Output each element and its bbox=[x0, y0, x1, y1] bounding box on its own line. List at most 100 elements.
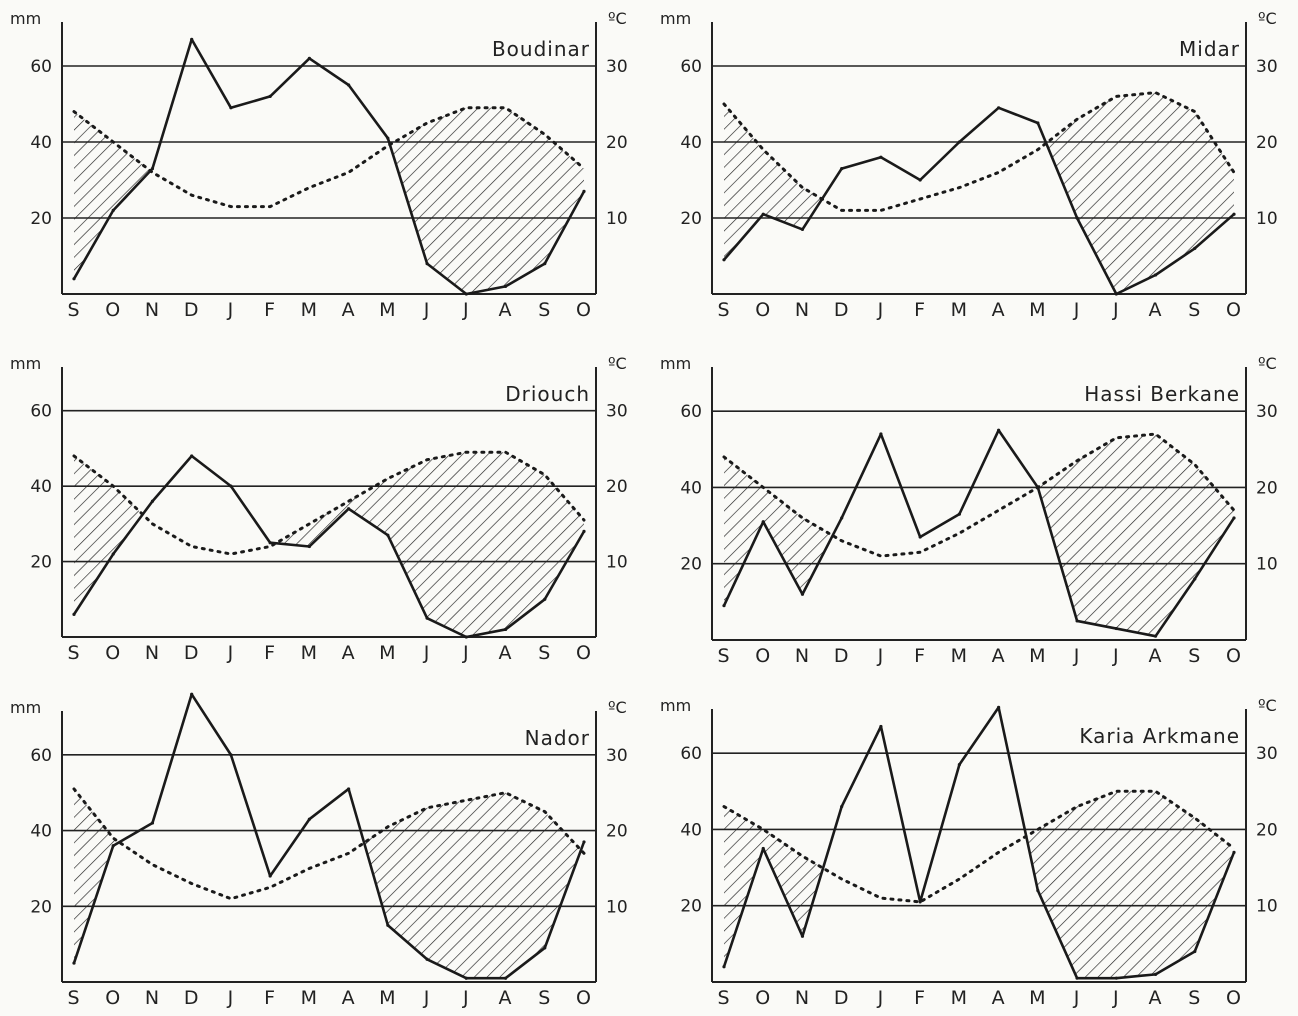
y-left-unit-label: mm bbox=[660, 9, 691, 28]
dry-season-hatching bbox=[724, 457, 833, 606]
y-right-tick-label: 20 bbox=[606, 133, 628, 153]
month-label: O bbox=[576, 299, 592, 321]
precipitation-point bbox=[1036, 121, 1039, 124]
precipitation-point bbox=[190, 693, 193, 696]
precipitation-point bbox=[465, 977, 468, 980]
y-right-tick-label: 30 bbox=[606, 57, 628, 77]
station-name: Karia Arkmane bbox=[1079, 724, 1240, 748]
month-label: F bbox=[264, 987, 276, 1009]
y-right-unit-label: ºC bbox=[608, 698, 627, 717]
precipitation-point bbox=[1193, 247, 1196, 250]
station-name: Nador bbox=[525, 726, 590, 750]
month-label: J bbox=[1112, 987, 1120, 1009]
month-label: F bbox=[264, 299, 276, 321]
dry-season-hatching bbox=[1046, 93, 1234, 294]
dry-season-hatching bbox=[1038, 434, 1234, 636]
precipitation-point bbox=[958, 513, 961, 516]
y-right-tick-label: 30 bbox=[606, 746, 628, 766]
precipitation-point bbox=[543, 262, 546, 265]
y-left-tick-label: 60 bbox=[680, 57, 702, 77]
y-left-tick-label: 20 bbox=[30, 209, 52, 229]
precipitation-point bbox=[151, 500, 154, 503]
y-left-tick-label: 40 bbox=[680, 133, 702, 153]
dry-season-hatching bbox=[390, 108, 584, 294]
precipitation-point bbox=[229, 753, 232, 756]
precipitation-point bbox=[465, 635, 468, 638]
month-label: A bbox=[342, 642, 356, 664]
precipitation-point bbox=[582, 190, 585, 193]
y-left-tick-label: 60 bbox=[680, 402, 702, 422]
month-label: F bbox=[264, 642, 276, 664]
precipitation-point bbox=[151, 821, 154, 824]
month-label: A bbox=[342, 299, 356, 321]
month-label: M bbox=[951, 299, 968, 321]
precipitation-point bbox=[308, 818, 311, 821]
precipitation-point bbox=[72, 961, 75, 964]
y-right-unit-label: ºC bbox=[608, 354, 627, 373]
month-label: A bbox=[992, 299, 1006, 321]
month-label: J bbox=[227, 299, 235, 321]
precipitation-point bbox=[1154, 973, 1157, 976]
y-left-tick-label: 60 bbox=[30, 746, 52, 766]
precipitation-point bbox=[762, 847, 765, 850]
month-label: F bbox=[914, 299, 926, 321]
y-right-tick-label: 30 bbox=[1256, 402, 1278, 422]
precipitation-point bbox=[229, 106, 232, 109]
precipitation-point bbox=[1115, 292, 1118, 295]
month-label: J bbox=[227, 642, 235, 664]
month-label: M bbox=[379, 299, 396, 321]
month-label: J bbox=[423, 987, 431, 1009]
precipitation-point bbox=[425, 958, 428, 961]
station-name: Driouch bbox=[505, 382, 590, 406]
y-left-tick-label: 20 bbox=[30, 897, 52, 917]
y-left-tick-label: 20 bbox=[680, 897, 702, 917]
dry-season-hatching bbox=[276, 452, 584, 637]
month-label: A bbox=[1149, 299, 1163, 321]
y-right-tick-label: 20 bbox=[606, 822, 628, 842]
precipitation-point bbox=[997, 706, 1000, 709]
precipitation-point bbox=[1075, 619, 1078, 622]
y-right-tick-label: 30 bbox=[606, 402, 628, 422]
month-label: A bbox=[342, 987, 356, 1009]
precipitation-point bbox=[543, 598, 546, 601]
y-right-tick-label: 10 bbox=[606, 897, 628, 917]
precipitation-point bbox=[190, 38, 193, 41]
precipitation-point bbox=[1232, 213, 1235, 216]
precipitation-point bbox=[504, 628, 507, 631]
month-label: M bbox=[1029, 987, 1046, 1009]
precipitation-point bbox=[879, 156, 882, 159]
station-name: Hassi Berkane bbox=[1084, 382, 1240, 406]
month-label: O bbox=[1226, 299, 1242, 321]
month-label: N bbox=[795, 299, 810, 321]
precipitation-point bbox=[1036, 889, 1039, 892]
precipitation-point bbox=[879, 725, 882, 728]
precipitation-point bbox=[1154, 635, 1157, 638]
month-label: J bbox=[462, 642, 470, 664]
month-label: S bbox=[717, 645, 730, 667]
month-label: S bbox=[67, 987, 80, 1009]
month-label: S bbox=[1188, 987, 1201, 1009]
month-label: M bbox=[379, 987, 396, 1009]
dry-season-hatching bbox=[74, 789, 119, 963]
precipitation-point bbox=[840, 167, 843, 170]
month-label: S bbox=[717, 987, 730, 1009]
month-label: A bbox=[992, 987, 1006, 1009]
month-label: S bbox=[538, 987, 551, 1009]
month-label: J bbox=[423, 299, 431, 321]
precipitation-point bbox=[465, 292, 468, 295]
month-label: O bbox=[105, 299, 121, 321]
month-label: N bbox=[145, 642, 160, 664]
month-label: J bbox=[227, 987, 235, 1009]
month-label: O bbox=[1226, 645, 1242, 667]
month-label: S bbox=[1188, 645, 1201, 667]
y-right-tick-label: 10 bbox=[1256, 555, 1278, 575]
precipitation-point bbox=[386, 924, 389, 927]
precipitation-point bbox=[72, 613, 75, 616]
precipitation-point bbox=[958, 763, 961, 766]
precipitation-point bbox=[1193, 577, 1196, 580]
y-right-unit-label: ºC bbox=[1258, 696, 1277, 715]
precipitation-point bbox=[347, 507, 350, 510]
precipitation-point bbox=[1075, 977, 1078, 980]
